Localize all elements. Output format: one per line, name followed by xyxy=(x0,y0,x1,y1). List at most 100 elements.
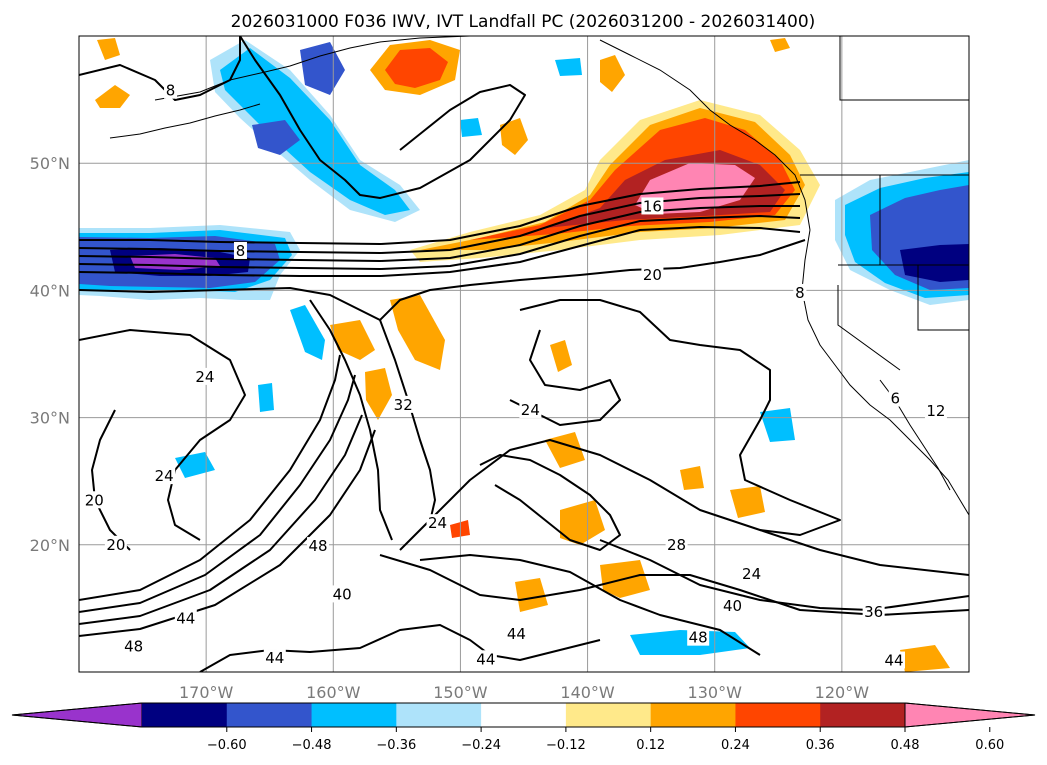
lon-tick-label: 130°W xyxy=(688,683,743,702)
contour-label-bg xyxy=(83,491,106,509)
contour-label: 48 xyxy=(124,638,143,656)
shaded-region-blue-sub-1 xyxy=(258,383,274,412)
contour-iwv-ar-2 xyxy=(79,193,801,254)
contour-iwv-ar-1 xyxy=(79,181,801,245)
contour-label-bg xyxy=(426,514,449,532)
contour-iwv-24-inner xyxy=(509,329,621,426)
contour-label-bg xyxy=(307,537,330,555)
iwv-contours xyxy=(79,36,969,672)
contour-label: 24 xyxy=(195,368,214,386)
contour-iwv-south-1 xyxy=(379,554,969,616)
shaded-region-orange-small-3 xyxy=(600,55,625,92)
contour-iwv-44-south xyxy=(199,624,601,672)
contour-label-bg xyxy=(233,241,247,259)
coastline-bc-alaska-panhandle xyxy=(599,39,811,231)
coastline-aleutians xyxy=(109,103,261,139)
contour-iwv-24-east xyxy=(379,319,436,531)
lon-tick-labels: 170°W 160°W 150°W 140°W 130°W 120°W xyxy=(179,683,869,702)
lon-tick-label: 160°W xyxy=(306,683,361,702)
shaded-region-orange-sub-6 xyxy=(560,500,605,545)
shaded-region-orange-sub-11 xyxy=(900,645,950,672)
colorbar-segment xyxy=(820,703,906,727)
colorbar-segment xyxy=(481,703,567,727)
shaded-region-orange-sub-3 xyxy=(365,368,392,420)
contour-label: 8 xyxy=(795,284,805,302)
colorbar-tick-label: −0.60 xyxy=(207,738,247,753)
shaded-region-orange-sub-4 xyxy=(550,340,572,372)
shaded-region-orange-sub-1 xyxy=(330,320,375,360)
colorbar-segment xyxy=(226,703,313,727)
contour-label-bg xyxy=(687,628,710,646)
contour-label: 36 xyxy=(864,603,883,621)
contour-label: 44 xyxy=(476,650,495,668)
shaded-region-orange-small-4 xyxy=(97,38,120,60)
contour-label: 24 xyxy=(521,401,540,419)
contour-label-bg xyxy=(153,467,176,485)
contour-label-bg xyxy=(665,535,688,553)
contour-label-bg xyxy=(882,651,905,669)
lon-tick-label: 170°W xyxy=(179,683,234,702)
shaded-region-blue-sub-2 xyxy=(290,305,325,360)
contour-label-bg xyxy=(519,400,542,418)
contour-label: 24 xyxy=(428,514,447,532)
border-state-5 xyxy=(837,285,901,371)
contour-label-bg xyxy=(721,596,744,614)
contour-iwv-28 xyxy=(399,439,969,576)
contour-iwv-ar-5 xyxy=(79,226,801,277)
shaded-region-blue-sub-3 xyxy=(760,408,795,442)
contour-label-bg xyxy=(888,389,902,407)
colorbar-tick-label: −0.12 xyxy=(546,738,586,753)
colorbar-extend-max xyxy=(904,702,1036,728)
contour-label-bg xyxy=(793,283,807,301)
contour-label: 28 xyxy=(667,536,686,554)
map-frame xyxy=(78,35,970,673)
colorbar-segment xyxy=(565,703,652,727)
shaded-region-blue-sub-5 xyxy=(555,58,582,76)
lat-tick-label: 30°N xyxy=(30,409,70,428)
colorbar-tick-label: 0.48 xyxy=(891,738,920,753)
colorbar-segment xyxy=(735,703,821,727)
contour-label-bg xyxy=(641,266,664,284)
lat-tick-label: 50°N xyxy=(30,154,70,173)
contour-iwv-24-mid xyxy=(519,299,841,536)
contour-iwv-8-arc xyxy=(239,36,526,199)
contour-iwv-subtrop-4 xyxy=(79,429,376,637)
contour-label-bg xyxy=(862,603,885,621)
contour-label: 44 xyxy=(884,652,903,670)
contour-label-bg xyxy=(474,650,497,668)
contour-label-bg xyxy=(740,565,763,583)
lon-tick-label: 120°W xyxy=(815,683,870,702)
contour-iwv-subtrop-2 xyxy=(79,374,356,613)
lat-tick-labels: 20°N 30°N 40°N 50°N xyxy=(30,154,70,555)
contour-label: 20 xyxy=(643,266,662,284)
contour-label: 48 xyxy=(308,537,327,555)
contour-label: 24 xyxy=(742,565,761,583)
contour-iwv-28-loop xyxy=(479,454,621,551)
contour-label-bg xyxy=(505,624,528,642)
contour-label-bg xyxy=(104,535,127,553)
colorbar-segment xyxy=(142,703,228,727)
contour-label: 44 xyxy=(176,610,195,628)
contour-label: 8 xyxy=(166,82,176,100)
contour-label: 20 xyxy=(85,491,104,509)
contour-iwv-ar-3 xyxy=(79,205,800,262)
shaded-region-blue-sub-7 xyxy=(460,118,482,137)
contour-iwv-20-west xyxy=(91,409,131,551)
contour-label-bg xyxy=(641,197,664,215)
colorbar-segment xyxy=(396,703,482,727)
lon-tick-label: 150°W xyxy=(433,683,488,702)
colorbar-tick-label: −0.24 xyxy=(461,738,501,753)
contour-iwv-subtrop-3 xyxy=(79,414,363,625)
colorbar-segment xyxy=(311,703,397,727)
shaded-region-orange-sub-9 xyxy=(730,486,765,518)
contour-label-bg xyxy=(164,81,178,99)
shaded-region-navy-east xyxy=(900,244,969,282)
colorbar-extend-min xyxy=(11,702,143,728)
colorbar-tick-label: 0.12 xyxy=(636,738,665,753)
contour-iwv-south-2 xyxy=(419,554,761,656)
shaded-region-skyblue-north xyxy=(220,48,410,215)
contour-label-bg xyxy=(392,395,415,413)
shaded-region-blue-north-2 xyxy=(252,120,300,155)
contour-label: 20 xyxy=(106,536,125,554)
